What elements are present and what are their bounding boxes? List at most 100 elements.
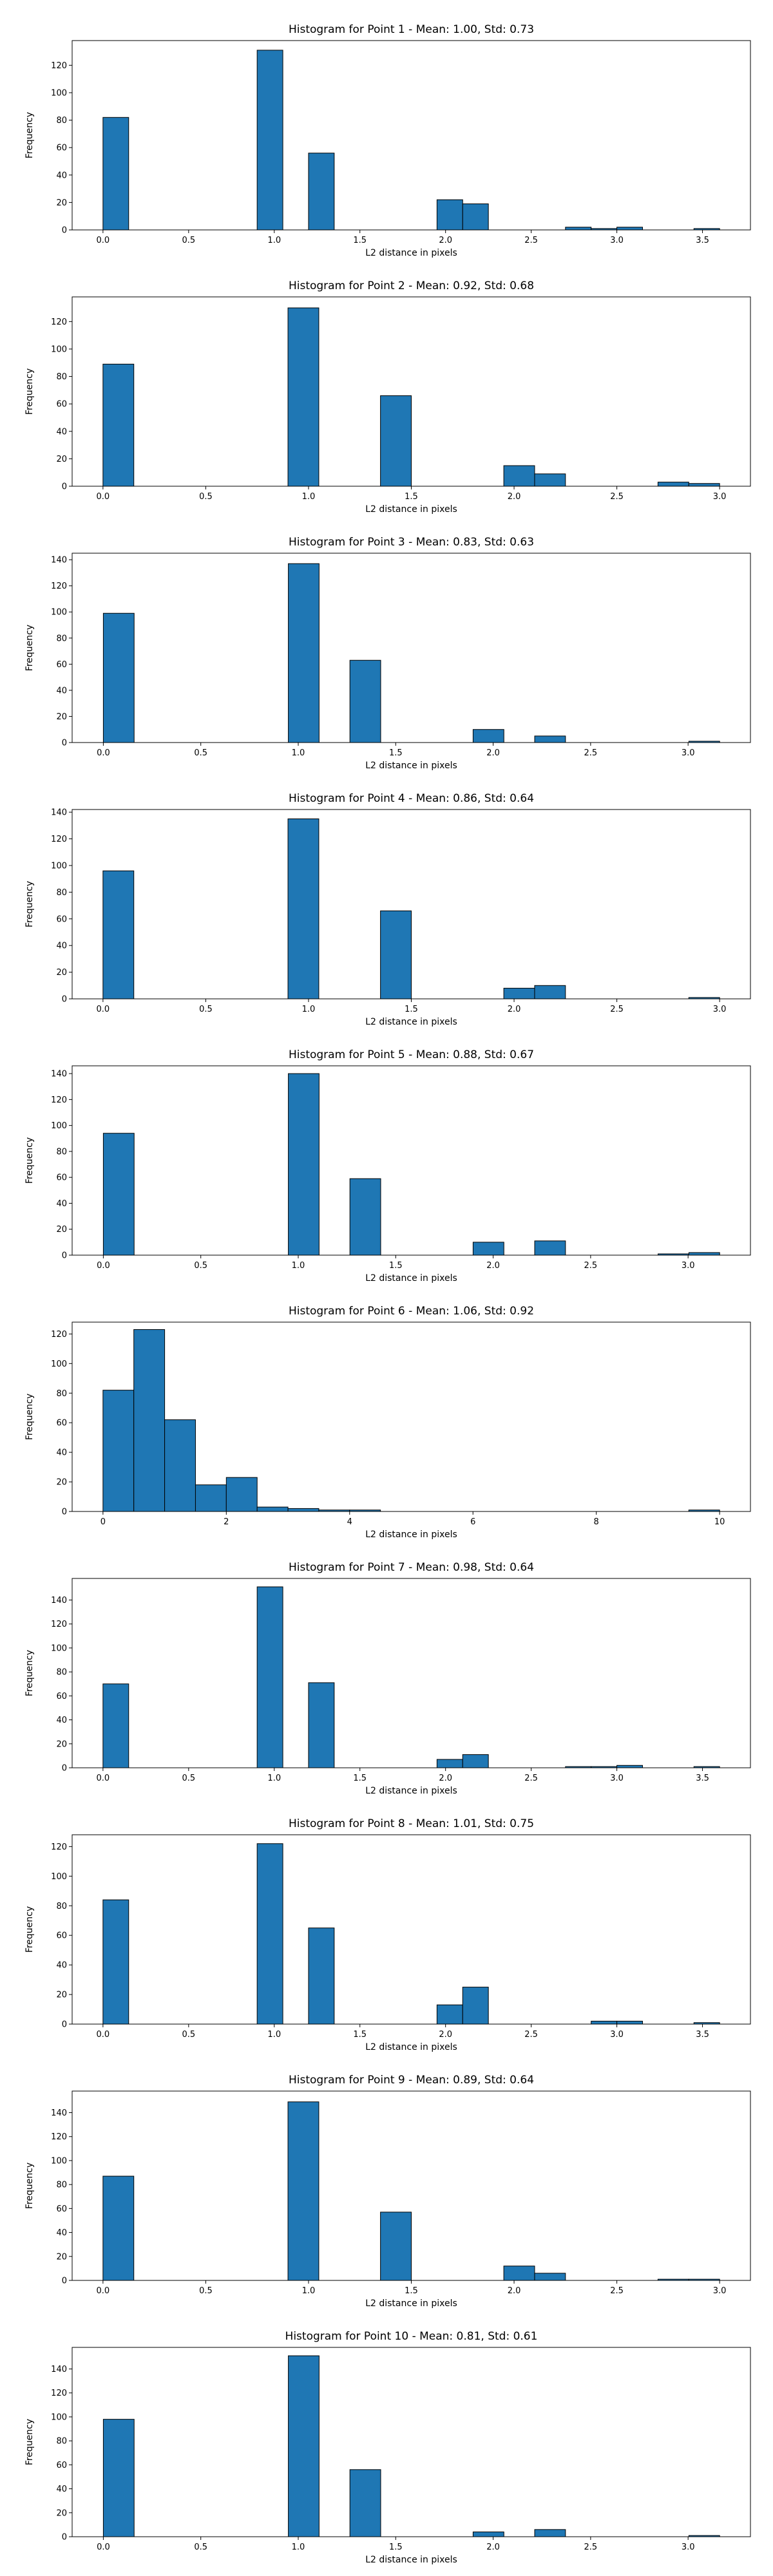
histogram-bar	[308, 1682, 335, 1768]
x-tick-label: 4	[347, 1517, 352, 1527]
histogram-bar	[308, 153, 335, 231]
y-tick-label: 0	[62, 482, 67, 492]
x-tick-label: 2.5	[584, 748, 598, 758]
x-axis-label: L2 distance in pixels	[365, 1273, 457, 1283]
y-tick-label: 40	[56, 1961, 67, 1971]
histogram-bar	[472, 2532, 504, 2537]
y-tick-label: 100	[51, 2156, 67, 2166]
x-tick-label: 2.5	[610, 492, 624, 502]
x-axis-label: L2 distance in pixels	[365, 2042, 457, 2052]
histogram-bar	[472, 1242, 504, 1256]
histogram-bar	[436, 2004, 463, 2025]
x-tick-label: 3.0	[610, 2030, 624, 2040]
y-tick-label: 60	[56, 1931, 67, 1941]
y-tick-label: 60	[56, 1419, 67, 1428]
y-tick-label: 100	[51, 2412, 67, 2422]
x-tick-label: 2.0	[439, 1774, 452, 1783]
histogram-bar	[616, 1765, 643, 1768]
histogram-bar	[164, 1419, 196, 1512]
y-axis-label: Frequency	[24, 625, 35, 671]
histogram-bar	[102, 1390, 135, 1512]
x-tick-label: 0.5	[182, 236, 195, 245]
histogram-bar	[657, 482, 689, 487]
x-tick-label: 0.5	[182, 1774, 195, 1783]
x-tick-label: 0.5	[182, 2030, 195, 2040]
histogram-bar	[534, 2273, 566, 2281]
histogram-bar	[534, 473, 566, 487]
x-tick-label: 0.0	[97, 2543, 110, 2552]
histogram-bar	[256, 1586, 283, 1768]
y-tick-label: 120	[51, 1842, 67, 1852]
y-tick-label: 20	[56, 1739, 67, 1749]
chart-title: Histogram for Point 2 - Mean: 0.92, Std:…	[289, 279, 534, 292]
y-tick-label: 40	[56, 1199, 67, 1209]
y-axis-label: Frequency	[24, 1137, 35, 1184]
histogram-bar	[616, 227, 643, 231]
histogram-bar	[287, 307, 320, 487]
histogram-bar	[102, 2419, 135, 2537]
y-tick-label: 20	[56, 198, 67, 208]
y-tick-label: 80	[56, 1147, 67, 1157]
chart-panel-2: Histogram for Point 2 - Mean: 0.92, Std:…	[24, 279, 751, 515]
y-tick-label: 120	[51, 61, 67, 71]
x-tick-label: 2.0	[508, 492, 521, 502]
histogram-bar	[688, 483, 720, 487]
histogram-bar	[503, 465, 535, 487]
histogram-bar	[349, 1178, 381, 1256]
y-tick-label: 100	[51, 1121, 67, 1131]
histogram-bar	[534, 2529, 566, 2537]
histogram-bar	[349, 659, 381, 743]
y-tick-label: 100	[51, 345, 67, 354]
y-tick-label: 120	[51, 835, 67, 844]
x-tick-label: 0.5	[194, 1261, 207, 1271]
x-tick-label: 2.0	[486, 1261, 500, 1271]
y-tick-label: 100	[51, 1643, 67, 1653]
histogram-bar	[503, 2266, 535, 2281]
histogram-bar	[133, 1329, 166, 1512]
y-tick-label: 80	[56, 2181, 67, 2190]
chart-panel-1: Histogram for Point 1 - Mean: 1.00, Std:…	[24, 23, 751, 258]
y-tick-label: 100	[51, 1359, 67, 1369]
y-tick-label: 120	[51, 317, 67, 327]
plot-frame	[72, 2347, 751, 2537]
y-tick-label: 80	[56, 372, 67, 382]
x-tick-label: 3.0	[713, 1005, 727, 1014]
histogram-bar	[102, 1683, 129, 1768]
histogram-bar	[436, 1759, 463, 1768]
x-tick-label: 1.0	[302, 2286, 316, 2296]
x-tick-label: 0.5	[194, 748, 207, 758]
histogram-bar	[534, 735, 566, 743]
x-axis-label: L2 distance in pixels	[365, 504, 457, 515]
x-axis-label: L2 distance in pixels	[365, 2298, 457, 2309]
x-tick-label: 1.0	[267, 236, 281, 245]
y-tick-label: 20	[56, 1478, 67, 1488]
histogram-bar	[436, 199, 463, 231]
y-axis-label: Frequency	[24, 881, 35, 927]
chart-panel-3: Histogram for Point 3 - Mean: 0.83, Std:…	[24, 536, 751, 771]
y-tick-label: 40	[56, 2228, 67, 2238]
x-tick-label: 2	[224, 1517, 229, 1527]
y-tick-label: 100	[51, 608, 67, 618]
x-tick-label: 3.5	[696, 1774, 709, 1783]
y-tick-label: 140	[51, 556, 67, 565]
histogram-bar	[380, 2211, 412, 2281]
y-tick-label: 80	[56, 2437, 67, 2447]
y-tick-label: 80	[56, 116, 67, 126]
y-tick-label: 140	[51, 1596, 67, 1605]
y-tick-label: 80	[56, 634, 67, 643]
plot-frame	[72, 1065, 751, 1256]
y-tick-label: 140	[51, 808, 67, 818]
x-tick-label: 3.0	[682, 748, 695, 758]
y-tick-label: 20	[56, 2252, 67, 2262]
y-tick-label: 120	[51, 1620, 67, 1629]
chart-panel-7: Histogram for Point 7 - Mean: 0.98, Std:…	[24, 1561, 751, 1796]
x-tick-label: 0.0	[97, 492, 110, 502]
histogram-bar	[102, 363, 135, 487]
histogram-bar	[288, 1073, 320, 1256]
y-tick-label: 0	[62, 226, 67, 236]
x-tick-label: 10	[714, 1517, 725, 1527]
histogram-bar	[102, 117, 129, 231]
chart-title: Histogram for Point 5 - Mean: 0.88, Std:…	[289, 1048, 534, 1061]
y-axis-label: Frequency	[24, 368, 35, 415]
x-tick-label: 1.0	[267, 1774, 281, 1783]
